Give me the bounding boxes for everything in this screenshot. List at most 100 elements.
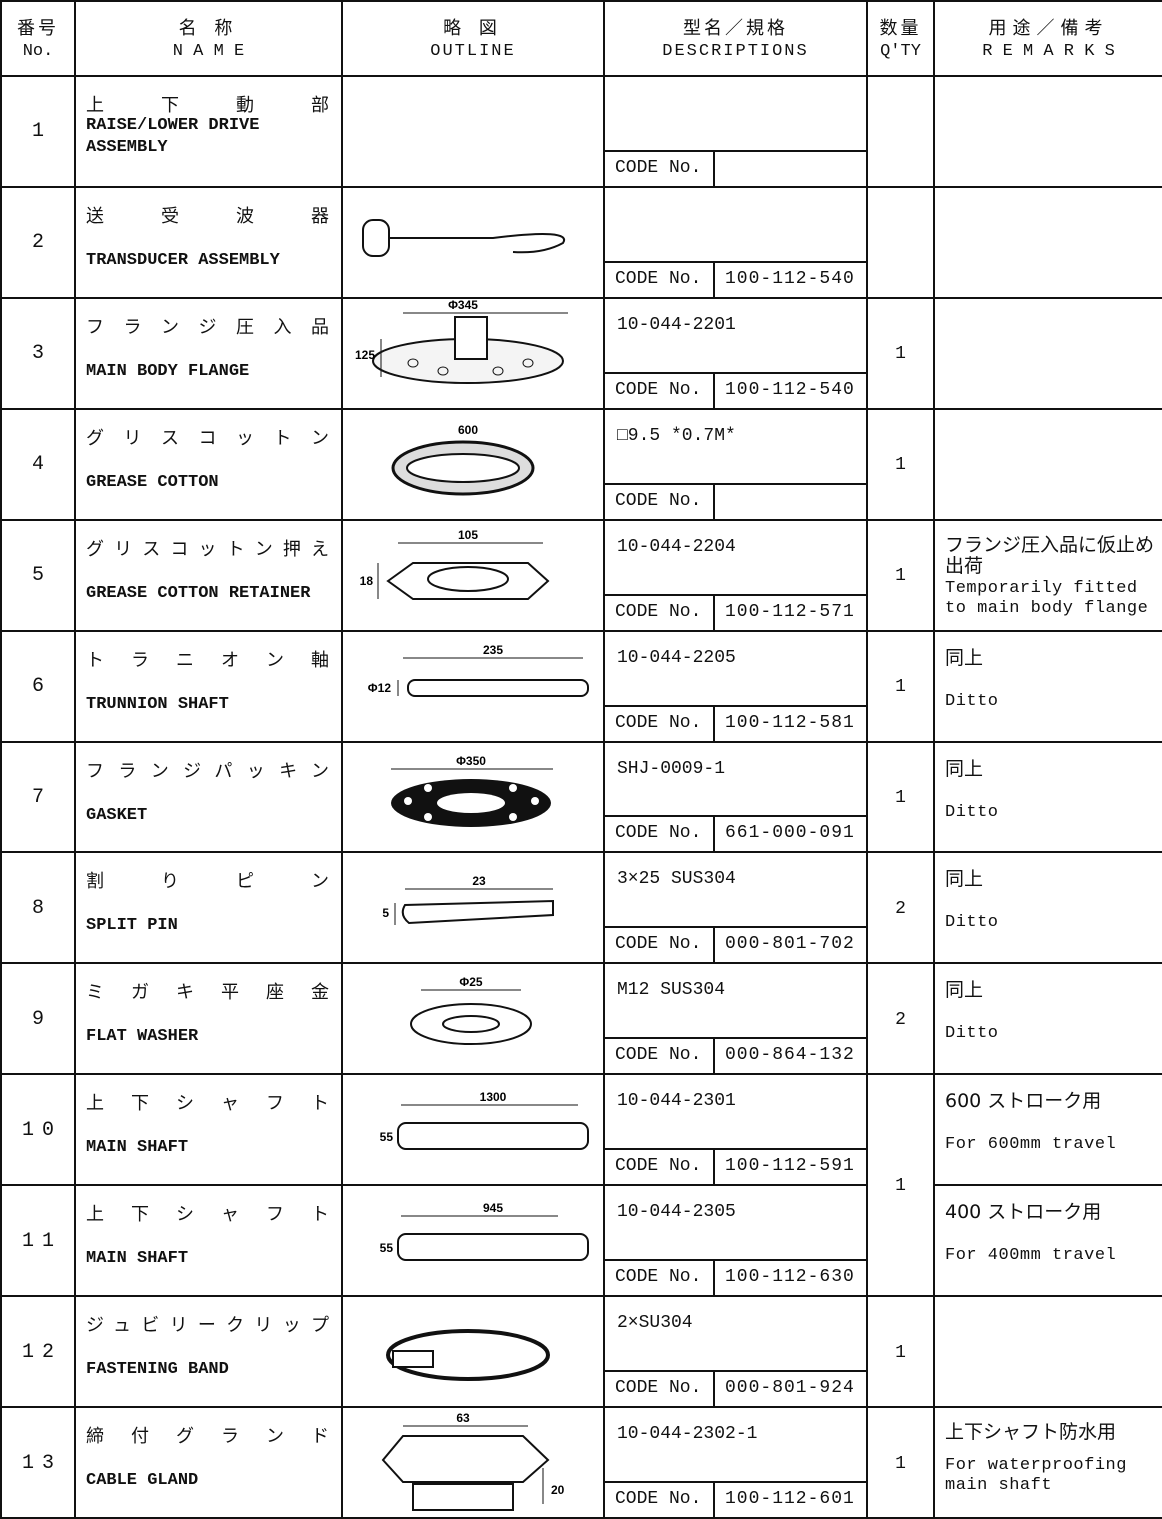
qty: 1	[895, 1342, 906, 1363]
dimension-label: 55	[380, 1241, 394, 1255]
shape	[424, 812, 432, 821]
name-ja: トラニオン軸	[86, 649, 331, 671]
code-label: CODE No.	[615, 1045, 702, 1066]
outline-cell: 600	[343, 409, 605, 521]
description-cell: □9.5 *0.7M* CODE No.	[605, 409, 868, 521]
code-label-cell: CODE No.	[605, 1372, 715, 1407]
name-en: MAIN SHAFT	[86, 1138, 189, 1158]
no-cell: 5	[2, 520, 76, 632]
qty: 2	[895, 1009, 906, 1030]
description-cell: 10-044-2201 CODE No. 100-112-540	[605, 298, 868, 410]
name-ja: フランジパッキン	[86, 760, 331, 782]
name-en: CABLE GLAND	[86, 1471, 199, 1491]
no-cell: 9	[2, 964, 76, 1076]
name-ja: フランジ圧入品	[86, 316, 331, 338]
name-en: GASKET	[86, 805, 148, 825]
code-value: 100-112-591	[725, 1156, 855, 1177]
remarks-ja: 上下シャフト防水用	[945, 1421, 1117, 1444]
description: 2×SU304	[617, 1313, 693, 1334]
remarks-en: Ditto	[945, 913, 999, 933]
outline-drawing	[386, 1329, 550, 1382]
remarks-cell: 同上 Ditto	[935, 743, 1162, 854]
code-value: 100-112-601	[725, 1488, 855, 1509]
code-row: CODE No. 100-112-540	[605, 371, 866, 408]
name-cell: フランジ圧入品 MAIN BODY FLANGE	[76, 298, 343, 410]
remarks-cell: 同上 Ditto	[935, 632, 1162, 743]
remarks-ja: 同上	[945, 646, 984, 669]
name-ja: 上下シャフト	[86, 1204, 331, 1226]
item-no: 10	[21, 1118, 62, 1142]
name-en: FASTENING BAND	[86, 1360, 229, 1380]
shape	[386, 1329, 550, 1382]
header-ja: 番号	[17, 18, 59, 39]
shape	[437, 792, 505, 813]
no-cell: 13	[2, 1408, 76, 1519]
header-ja: 型名／規格	[683, 18, 788, 39]
qty: 2	[895, 898, 906, 919]
outline-drawing: 235 Φ12	[368, 643, 589, 697]
description-cell: 10-044-2301 CODE No. 100-112-591	[605, 1075, 868, 1187]
code-label-cell: CODE No.	[605, 1482, 715, 1517]
code-label-cell: CODE No.	[605, 262, 715, 297]
shape	[404, 796, 412, 805]
remarks-ja: 同上	[945, 868, 984, 891]
outline-cell	[343, 77, 605, 188]
outline-drawing: 105 18	[360, 528, 550, 600]
description: SHJ-0009-1	[617, 758, 726, 779]
header-en: DESCRIPTIONS	[662, 42, 809, 61]
code-label: CODE No.	[615, 1267, 702, 1288]
description-cell: 2×SU304 CODE No. 000-801-924	[605, 1297, 868, 1409]
description: M12 SUS304	[617, 980, 726, 1001]
description-cell: SHJ-0009-1 CODE No. 661-000-091	[605, 742, 868, 854]
item-no: 3	[31, 342, 52, 366]
header-ja: 用途／備考	[988, 18, 1109, 39]
outline-drawing: Φ25	[410, 975, 532, 1046]
name-cell: 送受波器 TRANSDUCER ASSEMBLY	[76, 187, 343, 299]
description-cell: CODE No.	[605, 77, 868, 188]
dimension-label: 23	[472, 874, 486, 888]
dimension-label: 55	[380, 1130, 394, 1144]
code-row: CODE No. 100-112-591	[605, 1148, 866, 1185]
code-label: CODE No.	[615, 1156, 702, 1177]
dimension-label: 18	[360, 574, 374, 588]
name-cell: 上下動部 RAISE/LOWER DRIVE ASSEMBLY	[76, 77, 343, 188]
qty: 1	[895, 566, 906, 587]
no-cell: 6	[2, 631, 76, 743]
code-value: 100-112-630	[725, 1267, 855, 1288]
qty-cell	[868, 187, 935, 299]
code-label-cell: CODE No.	[605, 484, 715, 519]
description-cell: 10-044-2205 CODE No. 100-112-581	[605, 631, 868, 743]
name-ja: 送受波器	[86, 205, 331, 227]
remarks-ja: フランジ圧入品に仮止め出荷	[945, 533, 1155, 577]
dimension-label: 63	[456, 1411, 470, 1425]
shape	[362, 218, 390, 257]
description-cell: CODE No. 100-112-540	[605, 187, 868, 299]
shape	[397, 1122, 589, 1151]
code-row: CODE No. 000-801-702	[605, 926, 866, 963]
code-row: CODE No. 100-112-571	[605, 593, 866, 630]
dimension-label: 600	[458, 423, 478, 437]
name-en: RAISE/LOWER DRIVE ASSEMBLY	[86, 116, 260, 157]
code-value: 100-112-540	[725, 268, 855, 289]
outline-cell: 235 Φ12	[343, 631, 605, 743]
name-cell: フランジパッキン GASKET	[76, 742, 343, 854]
name-en: MAIN BODY FLANGE	[86, 361, 250, 381]
outline-drawing: 945 55	[380, 1201, 589, 1262]
dimension-label: Φ12	[368, 681, 392, 695]
item-no: 6	[31, 675, 52, 699]
code-label: CODE No.	[615, 1488, 702, 1509]
dimension-label: 125	[355, 348, 375, 362]
no-cell: 8	[2, 853, 76, 965]
shape	[406, 452, 520, 483]
code-label: CODE No.	[615, 712, 702, 733]
shape	[531, 796, 539, 805]
no-cell: 7	[2, 742, 76, 854]
dimension-label: Φ25	[459, 975, 483, 989]
name-cell: 上下シャフト MAIN SHAFT	[76, 1075, 343, 1187]
shape	[509, 812, 517, 821]
outline-cell: 23 5	[343, 853, 605, 965]
description: 3×25 SUS304	[617, 869, 736, 890]
remarks-en: For 400mm travel	[945, 1246, 1117, 1266]
name-cell: トラニオン軸 TRUNNION SHAFT	[76, 631, 343, 743]
qty: 1	[895, 1176, 906, 1197]
